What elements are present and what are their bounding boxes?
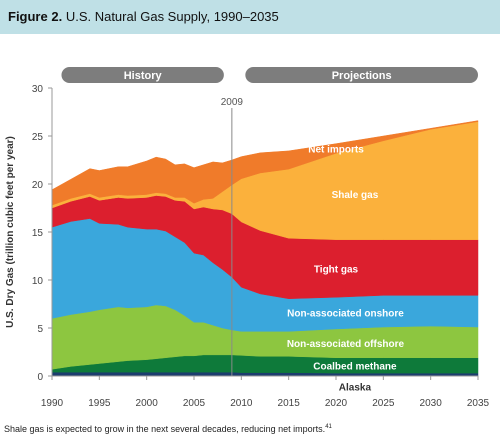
label-net-imports: Net imports <box>308 144 364 155</box>
y-tick-label-10: 10 <box>32 276 44 287</box>
figure-title: Figure 2. U.S. Natural Gas Supply, 1990–… <box>8 9 279 24</box>
x-tick-label-2000: 2000 <box>136 398 159 409</box>
x-tick-label-2035: 2035 <box>467 398 490 409</box>
natural-gas-supply-chart: History Projections Alaska Coalbed methane N… <box>5 67 490 409</box>
y-tick-label-5: 5 <box>37 324 43 335</box>
figure-caption: Shale gas is expected to grow in the nex… <box>4 424 332 434</box>
y-axis-label: U.S. Dry Gas (trillion cubic feet per ye… <box>5 136 16 328</box>
area-net-imports <box>51 120 479 206</box>
projections-banner <box>245 67 478 83</box>
y-tick-label-30: 30 <box>32 84 44 95</box>
label-alaska: Alaska <box>339 383 372 394</box>
caption-note: 41 <box>325 424 332 430</box>
x-tick-label-2025: 2025 <box>372 398 395 409</box>
x-tick-label-1995: 1995 <box>88 398 111 409</box>
figure-label: Figure 2. <box>8 9 63 24</box>
label-non-associated-onshore: Non-associated onshore <box>287 309 404 320</box>
divider-2009-label: 2009 <box>221 97 244 108</box>
label-non-associated-offshore: Non-associated offshore <box>287 339 405 350</box>
x-tick-label-2015: 2015 <box>278 398 301 409</box>
label-shale-gas: Shale gas <box>332 190 379 201</box>
y-tick-label-0: 0 <box>37 372 43 383</box>
x-tick-label-2010: 2010 <box>230 398 253 409</box>
x-tick-label-1990: 1990 <box>41 398 64 409</box>
y-tick-label-15: 15 <box>32 228 44 239</box>
history-banner <box>61 67 224 83</box>
x-tick-label-2005: 2005 <box>183 398 206 409</box>
x-tick-label-2020: 2020 <box>325 398 348 409</box>
y-tick-label-25: 25 <box>32 132 44 143</box>
label-coalbed-methane: Coalbed methane <box>313 361 397 372</box>
figure-title-text: U.S. Natural Gas Supply, 1990–2035 <box>65 9 279 24</box>
label-tight-gas: Tight gas <box>314 264 359 275</box>
projections-label: Projections <box>332 70 392 82</box>
y-tick-label-20: 20 <box>32 180 44 191</box>
history-label: History <box>124 70 163 82</box>
figure-title-bar: Figure 2. U.S. Natural Gas Supply, 1990–… <box>0 0 500 34</box>
caption-text: Shale gas is expected to grow in the nex… <box>4 424 326 434</box>
x-tick-label-2030: 2030 <box>420 398 443 409</box>
